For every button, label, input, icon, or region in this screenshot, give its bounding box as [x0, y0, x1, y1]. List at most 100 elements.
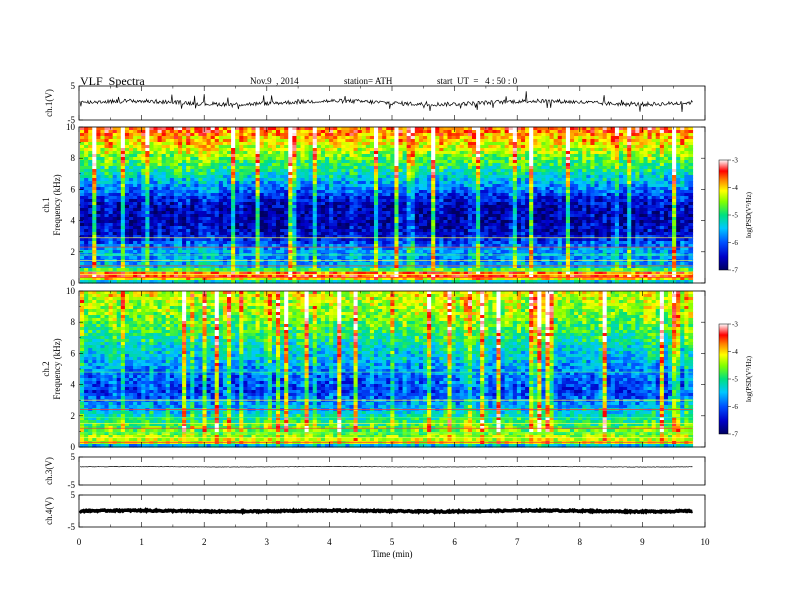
heat-cell	[149, 127, 155, 131]
heat-cell	[133, 226, 138, 230]
heat-cell	[467, 205, 473, 209]
heat-cell	[382, 157, 387, 161]
heat-cell	[320, 196, 326, 200]
heat-cell	[541, 139, 547, 143]
heat-cell	[631, 157, 636, 161]
heat-cell	[165, 220, 171, 224]
heat-cell	[410, 130, 416, 134]
heat-cell	[541, 205, 547, 209]
heat-cell	[480, 169, 485, 173]
heat-cell	[369, 145, 375, 149]
heat-cell	[667, 217, 673, 221]
heat-cell	[255, 169, 261, 173]
heat-cell	[361, 142, 367, 146]
heat-cell	[292, 163, 298, 167]
heat-cell	[312, 178, 318, 182]
heat-cell	[373, 142, 379, 146]
heat-cell	[512, 154, 518, 158]
heat-cell	[529, 148, 534, 152]
heat-cell	[120, 160, 126, 164]
heat-cell	[308, 154, 314, 158]
heat-cell	[182, 154, 187, 158]
heat-cell	[386, 205, 391, 209]
heat-cell	[394, 193, 400, 197]
heat-cell	[631, 133, 636, 137]
heat-cell	[382, 166, 387, 170]
heat-cell	[455, 151, 461, 155]
heat-cell	[378, 184, 383, 188]
heat-cell	[410, 166, 416, 170]
heat-cell	[145, 151, 151, 155]
heat-cell	[284, 205, 289, 209]
heat-cell	[88, 178, 93, 182]
heat-cell	[467, 157, 473, 161]
heat-cell	[202, 211, 208, 215]
heat-cell	[402, 211, 408, 215]
heat-cell	[394, 163, 400, 167]
heat-cell	[202, 181, 208, 185]
heat-cell	[443, 148, 449, 152]
heat-cell	[173, 148, 179, 152]
heat-cell	[247, 190, 253, 194]
heat-cell	[157, 166, 163, 170]
heat-cell	[480, 190, 485, 194]
heat-cell	[398, 220, 404, 224]
heat-cell	[520, 178, 526, 182]
heat-cell	[390, 157, 395, 161]
heat-cell	[659, 202, 665, 206]
heat-cell	[124, 130, 130, 134]
heat-cell	[582, 205, 587, 209]
heat-cell	[590, 223, 596, 227]
heat-cell	[435, 196, 440, 200]
heat-cell	[606, 208, 612, 212]
heat-cell	[243, 184, 249, 188]
heat-cell	[349, 199, 355, 203]
heat-cell	[280, 205, 285, 209]
heat-cell	[182, 184, 187, 188]
date-label: Nov.9 , 2014	[250, 76, 299, 86]
heat-cell	[627, 187, 632, 191]
heat-cell	[284, 148, 289, 152]
heat-cell	[320, 202, 326, 206]
heat-cell	[222, 187, 228, 191]
heat-cell	[84, 187, 89, 191]
heat-cell	[337, 187, 342, 191]
heat-cell	[410, 223, 416, 227]
heat-cell	[627, 139, 632, 143]
heat-cell	[439, 193, 444, 197]
heat-cell	[606, 142, 612, 146]
heat-cell	[386, 181, 391, 185]
heat-cell	[341, 196, 346, 200]
heat-cell	[488, 193, 493, 197]
heat-cell	[569, 136, 575, 140]
heat-cell	[222, 172, 228, 176]
heat-cell	[178, 187, 183, 191]
heat-cell	[541, 199, 547, 203]
heat-cell	[402, 217, 408, 221]
heat-cell	[610, 160, 616, 164]
heat-cell	[382, 217, 387, 221]
heat-cell	[157, 148, 163, 152]
heat-cell	[153, 130, 159, 134]
heat-cell	[676, 151, 681, 155]
heat-cell	[459, 154, 465, 158]
heat-cell	[492, 202, 498, 206]
heat-cell	[557, 208, 563, 212]
heat-cell	[394, 136, 400, 140]
heat-cell	[537, 211, 542, 215]
heat-cell	[439, 208, 444, 212]
heat-cell	[688, 175, 694, 179]
heat-cell	[169, 187, 175, 191]
heat-cell	[88, 139, 93, 143]
heat-cell	[459, 205, 465, 209]
heat-cell	[635, 157, 640, 161]
heat-cell	[120, 175, 126, 179]
heat-cell	[96, 157, 102, 161]
heat-cell	[100, 133, 106, 137]
heat-cell	[157, 226, 163, 230]
heat-cell	[80, 142, 85, 146]
heat-cell	[386, 214, 391, 218]
heat-cell	[439, 187, 444, 191]
heat-cell	[529, 160, 534, 164]
heat-cell	[480, 217, 485, 221]
